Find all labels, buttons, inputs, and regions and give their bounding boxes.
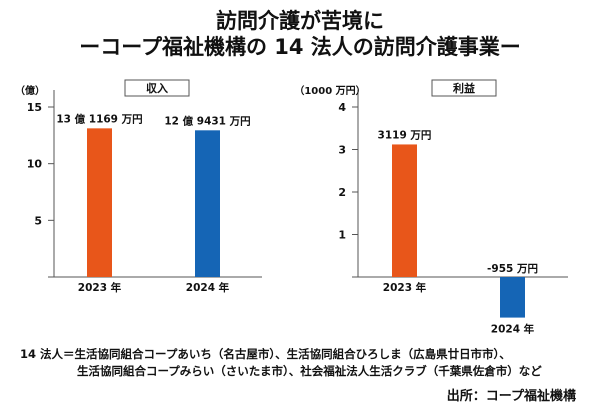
x-tick-label: 2024 年 <box>491 323 535 336</box>
footnote-line-1: 14 法人＝生活協同組合コープあいち（名古屋市）、生活協同組合ひろしま（広島県廿… <box>20 347 511 361</box>
title-line-2: ーコープ福祉機構の 14 法人の訪問介護事業ー <box>79 35 521 59</box>
y-axis-unit-label: （1000 万円） <box>294 84 365 97</box>
chart-0 <box>48 79 262 278</box>
chart-title: 利益 <box>453 81 475 95</box>
bar-2023 <box>392 144 417 277</box>
x-tick-label: 2023 年 <box>78 281 122 294</box>
chart-title-box <box>431 79 497 97</box>
x-tick-label: 2024 年 <box>186 281 230 294</box>
bar-2024 <box>195 130 220 277</box>
bar-2023 <box>87 128 112 277</box>
y-tick-label: 2 <box>338 186 346 199</box>
y-tick-label: 15 <box>27 101 42 114</box>
y-tick-label: 10 <box>27 158 43 171</box>
data-label: 13 億 1169 万円 <box>56 112 142 125</box>
y-tick-label: 3 <box>338 144 346 157</box>
y-axis-unit-label: （億） <box>15 84 45 97</box>
title-line-1: 訪問介護が苦境に <box>216 9 384 33</box>
x-tick-label: 2023 年 <box>383 281 427 294</box>
chart-title: 収入 <box>146 82 168 95</box>
source-credit: 出所：コープ福祉機構 <box>446 389 576 404</box>
bar-2024 <box>500 277 525 318</box>
y-tick-label: 5 <box>34 214 42 227</box>
data-label: -955 万円 <box>487 263 538 275</box>
y-tick-label: 1 <box>338 229 346 242</box>
data-label: 3119 万円 <box>378 129 432 141</box>
chart-1 <box>352 79 568 318</box>
y-tick-label: 4 <box>338 101 346 114</box>
footnote-line-2: 生活協同組合コープみらい（さいたま市）、社会福祉法人生活クラブ（千葉県佐倉市）な… <box>77 364 542 378</box>
chart-title-box <box>124 79 190 97</box>
data-label: 12 億 9431 万円 <box>164 114 250 127</box>
